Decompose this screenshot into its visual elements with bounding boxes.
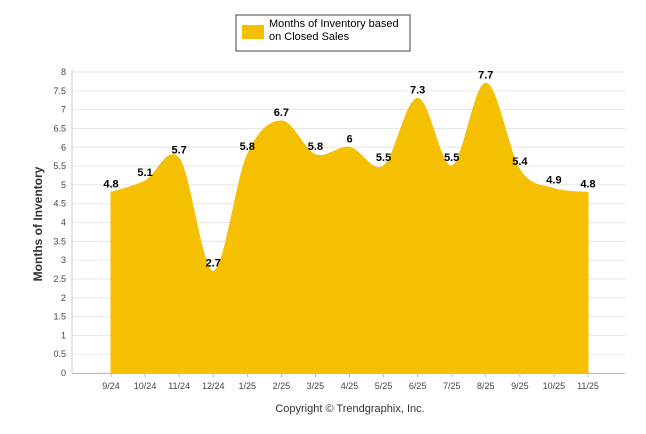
y-axis: 0 0.5 1 1.5 2 2.5 3 3.5 4 4.5 5 5.5 6 6.5 7 7.5 8 xyxy=(53,67,73,378)
x-tick-label: 8/25 xyxy=(477,381,495,391)
data-label: 4.9 xyxy=(546,175,561,187)
legend-label-line2: on Closed Sales xyxy=(269,31,350,43)
data-label: 5.8 xyxy=(240,141,255,153)
legend-swatch xyxy=(242,25,264,39)
legend-label-line1: Months of Inventory based xyxy=(269,18,399,30)
y-tick-label: 7 xyxy=(61,105,66,115)
y-tick-label: 6 xyxy=(61,142,66,152)
copyright-text: Copyright © Trendgraphix, Inc. xyxy=(275,403,424,415)
data-label: 5.4 xyxy=(512,156,528,168)
x-tick-label: 1/25 xyxy=(239,381,257,391)
data-label: 4.8 xyxy=(103,178,118,190)
y-tick-label: 0 xyxy=(61,368,66,378)
x-tick-label: 3/25 xyxy=(307,381,325,391)
y-tick-label: 4 xyxy=(61,218,66,228)
x-axis: 9/24 10/24 11/24 12/24 1/25 2/25 3/25 4/25 5/25 6… xyxy=(102,373,599,391)
x-tick-label: 4/25 xyxy=(341,381,359,391)
data-label: 7.7 xyxy=(478,69,493,81)
x-tick-label: 9/24 xyxy=(102,381,120,391)
y-tick-label: 5 xyxy=(61,180,66,190)
x-tick-label: 11/25 xyxy=(577,381,599,391)
x-tick-label: 7/25 xyxy=(443,381,461,391)
y-tick-label: 8 xyxy=(61,67,66,77)
y-axis-title: Months of Inventory xyxy=(31,166,45,281)
area-series xyxy=(110,82,589,374)
data-label: 5.5 xyxy=(376,152,391,164)
x-tick-label: 10/25 xyxy=(543,381,566,391)
data-label: 6.7 xyxy=(274,107,289,119)
data-label: 5.1 xyxy=(137,167,152,179)
y-tick-label: 0.5 xyxy=(53,349,66,359)
legend-box xyxy=(235,14,411,52)
x-tick-label: 5/25 xyxy=(375,381,393,391)
x-tick-label: 6/25 xyxy=(409,381,427,391)
legend: Months of Inventory based on Closed Sale… xyxy=(235,14,411,52)
data-label: 4.8 xyxy=(580,178,595,190)
y-tick-label: 3 xyxy=(61,255,66,265)
y-tick-label: 3.5 xyxy=(53,236,66,246)
y-tick-label: 5.5 xyxy=(53,161,66,171)
data-label: 5.8 xyxy=(308,141,323,153)
x-tick-label: 11/24 xyxy=(168,381,190,391)
y-tick-label: 2.5 xyxy=(53,274,66,284)
x-tick-label: 10/24 xyxy=(134,381,157,391)
x-tick-label: 12/24 xyxy=(202,381,225,391)
data-label: 6 xyxy=(346,133,352,145)
data-label: 5.7 xyxy=(171,145,186,157)
y-tick-label: 1.5 xyxy=(53,312,66,322)
y-tick-label: 7.5 xyxy=(53,86,66,96)
data-label: 2.7 xyxy=(206,257,221,269)
x-tick-label: 9/25 xyxy=(511,381,529,391)
data-labels: 4.8 5.1 5.7 2.7 5.8 6.7 5.8 6 5.5 7.3 5.5 7.7 5.4 4.9… xyxy=(103,69,595,269)
data-label: 5.5 xyxy=(444,152,459,164)
data-label: 7.3 xyxy=(410,84,425,96)
y-tick-label: 6.5 xyxy=(53,123,66,133)
y-tick-label: 2 xyxy=(61,293,66,303)
y-tick-label: 1 xyxy=(61,330,66,340)
x-tick-label: 2/25 xyxy=(273,381,291,391)
y-tick-label: 4.5 xyxy=(53,199,66,209)
